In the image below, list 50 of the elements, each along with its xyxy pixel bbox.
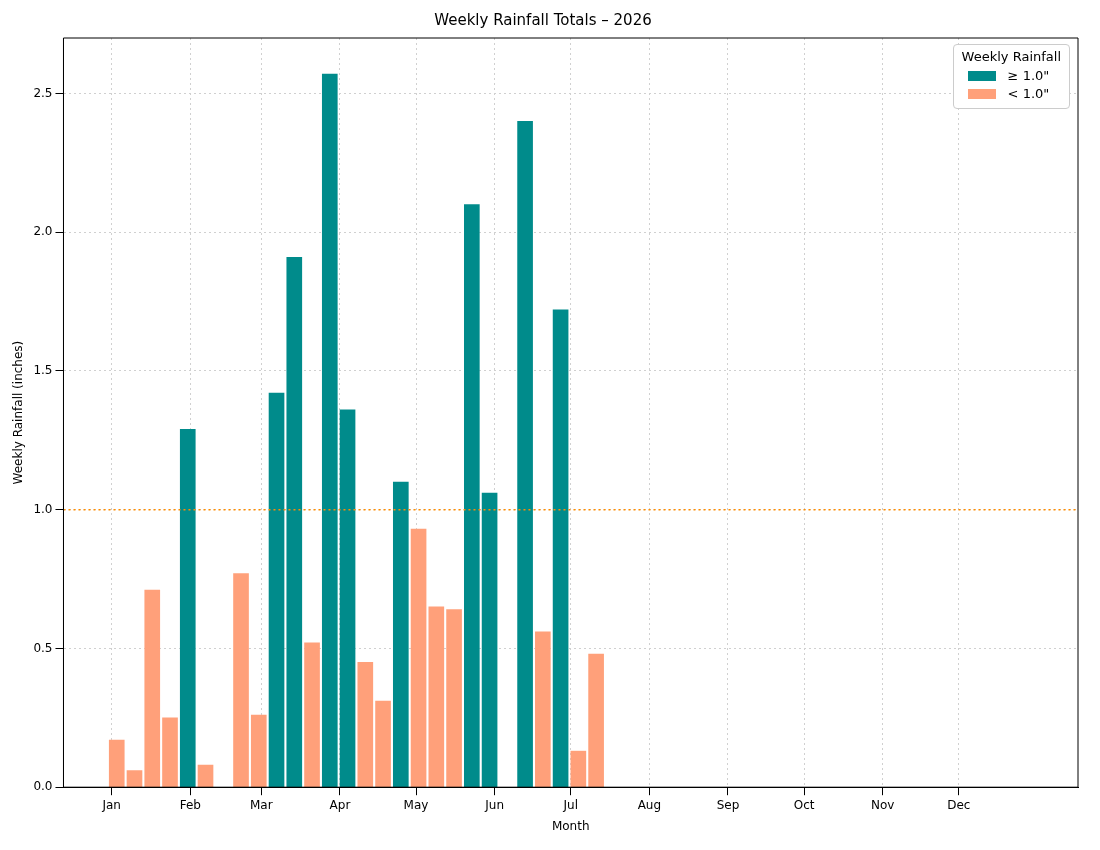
x-tick-label: Jan: [101, 797, 121, 812]
x-tick-label: Sep: [716, 797, 740, 812]
bar: [108, 739, 125, 788]
legend-label: ≥ 1.0": [1007, 68, 1050, 83]
bar: [410, 528, 427, 788]
bar: [428, 606, 445, 788]
bar: [250, 714, 267, 788]
bar: [375, 700, 391, 788]
x-tick-label: Jun: [484, 797, 505, 812]
y-tick-label: 0.5: [33, 640, 53, 655]
bar: [179, 428, 196, 788]
bar: [197, 764, 214, 788]
x-tick-label: Dec: [947, 797, 971, 812]
y-tick-label: 0.0: [33, 779, 53, 794]
y-tick-label: 2.5: [33, 85, 53, 100]
bar: [464, 204, 480, 788]
x-tick-label: Apr: [329, 797, 351, 812]
bar: [162, 717, 178, 788]
chart-title: Weekly Rainfall Totals – 2026: [434, 10, 652, 29]
legend-title: Weekly Rainfall: [961, 49, 1061, 64]
x-tick-label: Aug: [637, 797, 662, 812]
bar: [446, 609, 462, 788]
bar: [286, 256, 303, 788]
bar: [321, 73, 338, 788]
x-axis-title: Month: [551, 818, 590, 833]
x-tick-label: Mar: [249, 797, 273, 812]
bar: [144, 589, 161, 788]
x-tick-label: Jul: [562, 797, 578, 812]
bar: [357, 662, 374, 788]
x-tick-label: Oct: [793, 797, 815, 812]
bar: [588, 653, 604, 788]
y-tick-label: 1.5: [33, 363, 53, 378]
y-axis-title: Weekly Rainfall (inches): [11, 340, 26, 485]
bar: [552, 309, 569, 788]
bar: [535, 631, 551, 788]
bar: [304, 642, 320, 788]
x-tick-label: May: [403, 797, 429, 812]
bar: [268, 392, 285, 788]
legend-label: < 1.0": [1007, 86, 1050, 101]
bar: [126, 770, 143, 788]
x-tick-label: Nov: [870, 797, 895, 812]
y-tick-label: 1.0: [33, 501, 53, 516]
bar: [570, 750, 587, 788]
bar: [517, 120, 533, 788]
bar: [233, 573, 249, 788]
bar: [481, 492, 498, 788]
y-tick-label: 2.0: [33, 224, 53, 239]
bar: [339, 409, 356, 788]
bar: [392, 481, 409, 788]
x-tick-label: Feb: [179, 797, 201, 812]
